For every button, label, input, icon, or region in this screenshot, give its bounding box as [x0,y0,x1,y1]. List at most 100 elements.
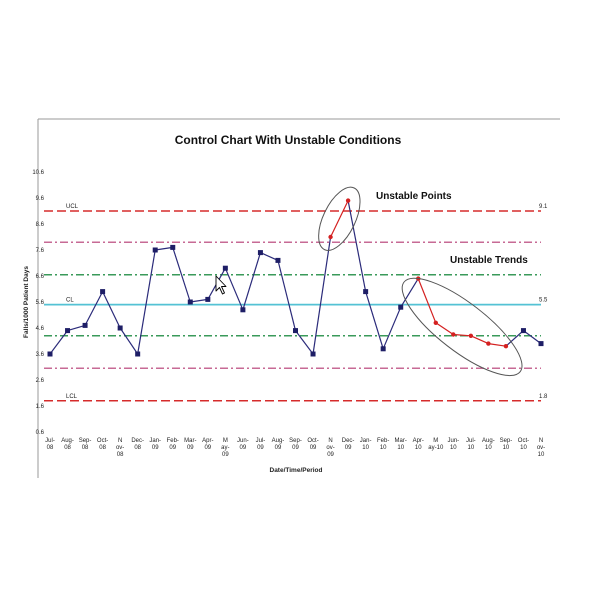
reference-value-ucl: 9.1 [539,204,548,210]
data-point-highlighted [468,333,474,338]
series-segment [295,330,314,355]
series-segment [330,200,349,238]
annotation-unstable-trends: Unstable Trends [450,255,528,266]
annotation-unstable-points: Unstable Points [376,191,452,202]
y-axis-title: Falls/1000 Patient Days [23,266,30,338]
series-segment [505,330,524,347]
series-segment [172,247,191,303]
data-point [100,289,106,295]
x-tick-label: Dec-09 [342,438,355,451]
series-segment [84,291,104,326]
y-tick-label: 6.6 [36,274,45,280]
y-tick-label: 9.6 [36,196,45,202]
y-tick-label: 2.6 [36,378,45,384]
data-point [82,322,88,328]
data-point-highlighted [486,341,491,346]
data-point [310,351,316,357]
data-point [380,346,386,352]
data-point-highlighted [345,198,351,203]
y-tick-label: 3.6 [36,352,45,358]
x-tick-label: Jun-09 [237,438,249,451]
x-tick-label: Mar-09 [184,438,196,451]
data-point [205,296,211,302]
x-tick-label: Feb-09 [167,438,179,451]
x-tick-label: Aug-08 [61,438,74,451]
y-tick-label: 5.6 [36,300,45,306]
series-segment [400,278,419,308]
y-axis-ticks: 10.6 9.6 8.6 7.6 6.6 5.6 4.6 3.6 2.6 1.6 0.6 [32,170,44,436]
x-tick-label: Aug-09 [272,438,285,451]
series-segment [417,278,437,324]
series-segment [523,330,542,345]
x-axis-ticks: Jul-08 Aug-08 Sep-08 Oct-08 N ov-08 Dec-08 Jan-… [45,438,545,458]
x-tick-label: Sep-09 [289,438,302,451]
data-point [398,304,404,310]
x-tick-label: Jun-10 [447,438,459,451]
reference-lines: UCL 9.1 CL 5.5 LCL 1.8 [44,204,548,402]
ellipse-unstable-trends [401,277,523,377]
data-point-highlighted [451,332,456,337]
series-falls [47,198,544,357]
data-point [275,257,281,263]
series-segment [277,260,297,331]
reference-label-lcl: LCL [66,394,78,400]
data-point [152,247,158,253]
x-tick-label: Oct-08 [97,438,108,451]
x-tick-label: Dec-08 [131,438,144,451]
series-segment [119,327,139,355]
reference-label-ucl: UCL [66,204,79,210]
reference-value-lcl: 1.8 [539,394,548,400]
series-segment [470,335,489,345]
x-tick-label: Sep-08 [79,438,92,451]
series-segment [260,252,279,261]
data-point [257,250,263,256]
data-point-highlighted [503,344,509,349]
series-segment [453,333,471,337]
x-tick-label: Mar-10 [395,438,407,451]
series-segment [365,291,384,349]
series-segment [155,246,173,251]
data-point [240,307,246,313]
x-tick-label: Aug-10 [482,438,495,451]
data-point [538,341,544,347]
y-tick-label: 10.6 [32,170,44,176]
series-segment [312,236,332,355]
x-tick-label: Oct-09 [307,438,318,451]
data-point [520,328,526,334]
x-tick-label: Jul-10 [466,438,476,451]
chart-title: Control Chart With Unstable Conditions [175,133,402,147]
reference-value-cl: 5.5 [539,298,548,304]
x-tick-label: Sep-10 [500,438,513,451]
data-point [117,325,123,331]
x-tick-label: Apr-10 [413,438,424,451]
series-segment [435,322,454,335]
series-segment [137,249,156,355]
y-tick-label: 4.6 [36,326,45,332]
series-segment [224,267,244,311]
x-tick-label: Oct-10 [518,438,529,451]
series-segment [242,252,262,310]
y-tick-label: 8.6 [36,222,45,228]
x-tick-label: Jul-08 [45,438,55,451]
reference-label-cl: CL [66,298,74,304]
data-point [170,244,176,250]
data-point [47,351,53,357]
data-point [363,289,369,295]
x-tick-label: Jul-09 [256,438,266,451]
series-segment [347,200,367,292]
series-segment [49,330,69,355]
annotation-ellipses [318,186,523,377]
y-tick-label: 1.6 [36,404,45,410]
y-tick-label: 0.6 [36,430,45,436]
y-tick-label: 7.6 [36,248,45,254]
series-segment [382,306,402,350]
x-tick-label: Apr-09 [202,438,213,451]
mouse-cursor-icon [215,275,227,295]
